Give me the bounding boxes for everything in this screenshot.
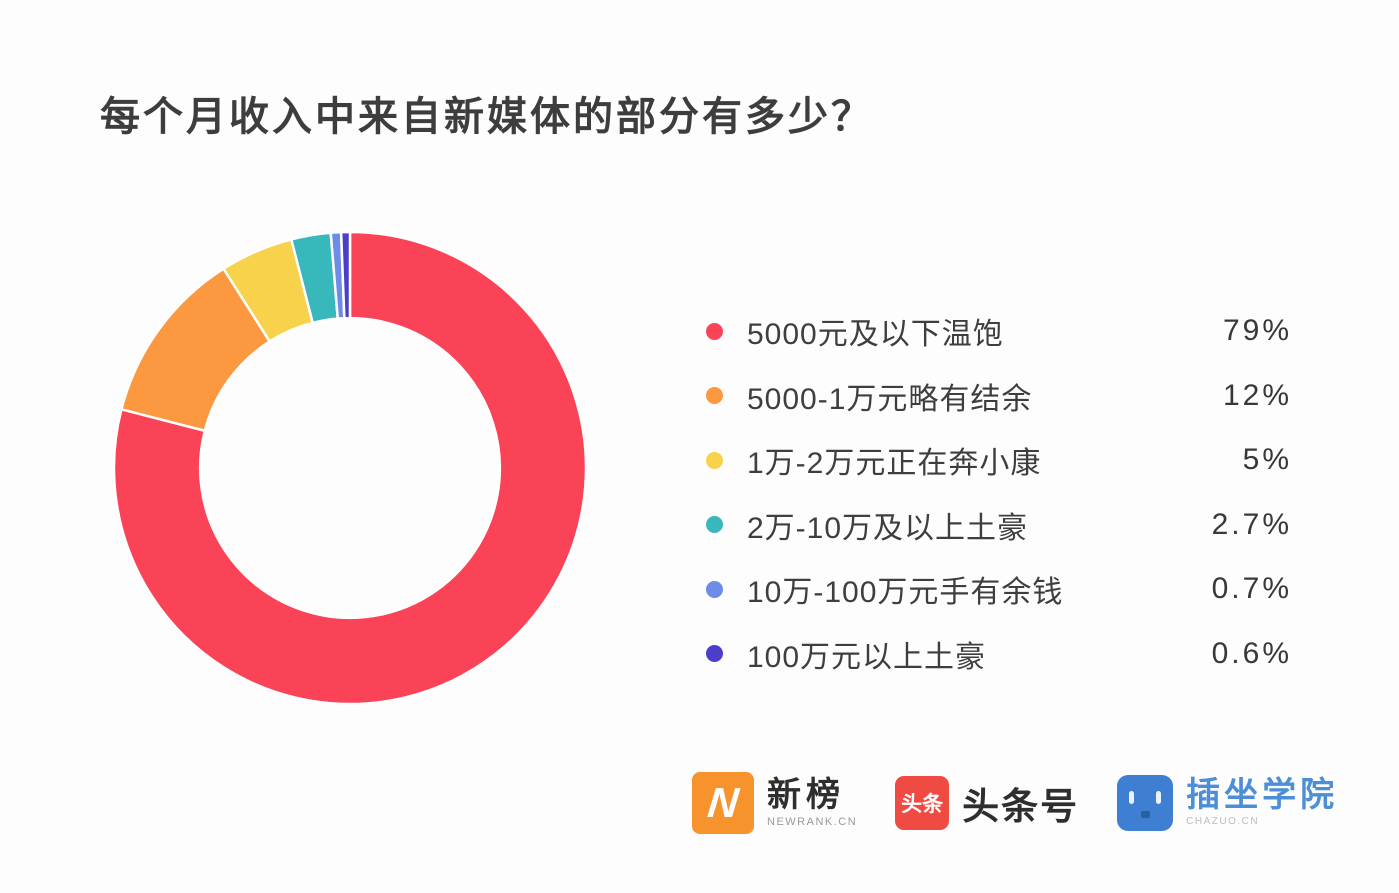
- chart-legend: 5000元及以下温饱 79% 5000-1万元略有结余 12% 1万-2万元正在奔小康 5…: [706, 299, 1292, 686]
- legend-item: 5000元及以下温饱 79%: [706, 299, 1292, 364]
- newrank-subtitle: NEWRANK.CN: [767, 815, 858, 828]
- chazuo-face-icon: [1117, 775, 1174, 831]
- newrank-n-glyph: N: [705, 779, 741, 826]
- donut-chart: [112, 230, 588, 706]
- legend-value: 12%: [1222, 378, 1292, 412]
- legend-label: 10万-100万元手有余钱: [747, 576, 1064, 610]
- newrank-logo: N 新榜 NEWRANK.CN: [692, 772, 857, 834]
- chazuo-logo: 插坐学院 CHAZUO.CN: [1117, 775, 1338, 831]
- legend-item: 10万-100万元手有余钱 0.7%: [706, 557, 1292, 622]
- legend-item: 2万-10万及以上土豪 2.7%: [706, 493, 1292, 558]
- toutiao-logo: 头条 头条号: [895, 776, 1079, 830]
- legend-value: 0.6%: [1211, 636, 1292, 670]
- legend-dot-icon: [706, 451, 723, 469]
- legend-dot-icon: [706, 645, 723, 663]
- legend-label: 5000-1万元略有结余: [747, 382, 1033, 416]
- legend-dot-icon: [706, 387, 723, 405]
- legend-item: 100万元以上土豪 0.6%: [706, 622, 1292, 687]
- legend-dot-icon: [706, 580, 723, 598]
- legend-label: 5000元及以下温饱: [747, 318, 1004, 352]
- chazuo-title: 插坐学院: [1186, 776, 1339, 815]
- legend-label: 100万元以上土豪: [747, 640, 987, 674]
- legend-item: 5000-1万元略有结余 12%: [706, 364, 1292, 429]
- newrank-icon: N: [692, 772, 754, 834]
- newrank-title: 新榜: [767, 775, 845, 814]
- legend-dot-icon: [706, 516, 723, 534]
- toutiao-title: 头条号: [962, 786, 1080, 827]
- footer-logos: N 新榜 NEWRANK.CN 头条 头条号 插坐学院 CHAZUO.CN: [692, 772, 1338, 834]
- legend-value: 5%: [1242, 443, 1292, 477]
- legend-label: 1万-2万元正在奔小康: [747, 447, 1042, 481]
- chazuo-subtitle: CHAZUO.CN: [1186, 816, 1260, 828]
- legend-dot-icon: [706, 322, 723, 340]
- legend-item: 1万-2万元正在奔小康 5%: [706, 428, 1292, 493]
- legend-value: 79%: [1222, 314, 1292, 348]
- legend-value: 0.7%: [1211, 572, 1292, 606]
- chart-title: 每个月收入中来自新媒体的部分有多少？: [100, 95, 874, 139]
- legend-label: 2万-10万及以上土豪: [747, 511, 1029, 545]
- donut-slice-5: [339, 230, 352, 320]
- donut-slice-0: [112, 230, 588, 706]
- legend-value: 2.7%: [1211, 507, 1292, 541]
- toutiao-badge-text: 头条: [901, 793, 944, 816]
- toutiao-icon: 头条: [895, 776, 950, 830]
